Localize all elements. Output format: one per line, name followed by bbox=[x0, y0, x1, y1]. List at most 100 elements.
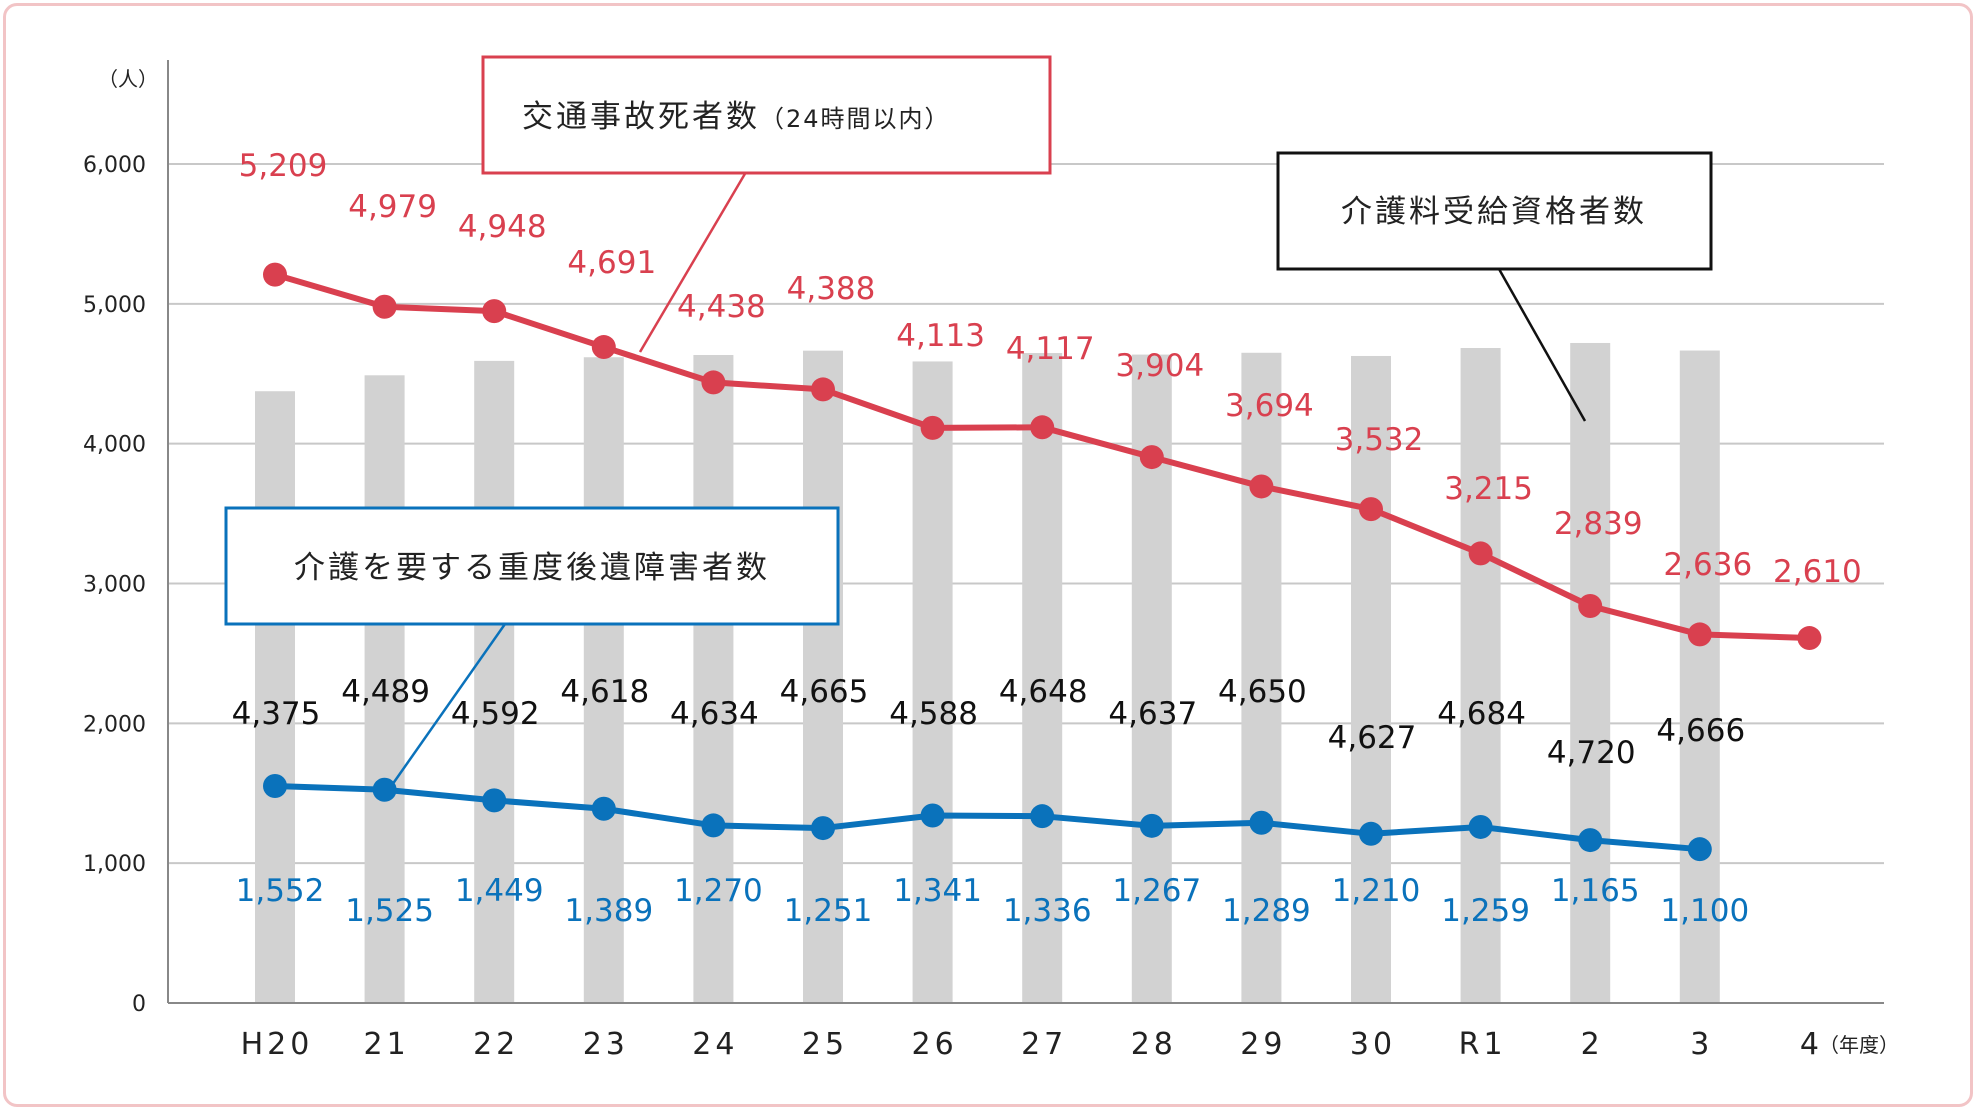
axis-layer bbox=[167, 60, 1884, 1004]
care-callout-title: 介護を要する重度後遺障害者数 bbox=[294, 550, 770, 586]
deaths-point bbox=[920, 415, 945, 440]
y-tick-label: 2,000 bbox=[83, 712, 146, 737]
care-value-label: 1,270 bbox=[674, 873, 763, 909]
deaths-point bbox=[1030, 415, 1055, 440]
deaths-value-label: 4,979 bbox=[348, 189, 437, 225]
deaths-value-label: 2,839 bbox=[1554, 506, 1643, 542]
care-callout: 介護を要する重度後遺障害者数 bbox=[224, 506, 840, 626]
xtick-layer: H20 21 22 23 24 25 26 27 28 29 30 R1 2 3 4 bbox=[241, 1027, 1823, 1062]
care-value-label: 1,165 bbox=[1551, 873, 1640, 909]
bar bbox=[583, 357, 624, 1004]
care-point bbox=[591, 796, 616, 821]
bar-value-label: 4,618 bbox=[560, 674, 649, 710]
x-tick-label: 29 bbox=[1240, 1027, 1286, 1062]
label-layer: 4,375 4,489 4,592 4,618 4,634 4,665 4,588 4,648… bbox=[232, 148, 1862, 929]
deaths-point bbox=[591, 335, 616, 360]
line-layer bbox=[263, 262, 1822, 862]
deaths-callout-title: 交通事故死者数 bbox=[522, 99, 760, 135]
deaths-value-label: 3,215 bbox=[1444, 471, 1533, 507]
care-point bbox=[1359, 821, 1383, 846]
care-value-label: 1,552 bbox=[236, 873, 325, 909]
deaths-callout-subtitle: （24時間以内） bbox=[760, 105, 951, 133]
y-unit-label: （人） bbox=[98, 67, 158, 91]
y-tick-label: 3,000 bbox=[83, 573, 146, 598]
care-value-label: 1,525 bbox=[345, 893, 434, 929]
bar bbox=[1241, 352, 1282, 1003]
x-tick-label: 22 bbox=[473, 1027, 519, 1062]
bar-value-label: 4,648 bbox=[999, 674, 1088, 710]
bar bbox=[1570, 342, 1611, 1003]
bar-value-label: 4,634 bbox=[670, 696, 759, 732]
care-value-label: 1,100 bbox=[1660, 893, 1749, 929]
deaths-callout: 交通事故死者数（24時間以内） bbox=[481, 55, 1052, 175]
care-callout-leader bbox=[390, 623, 507, 786]
care-value-label: 1,389 bbox=[564, 893, 653, 929]
care-point bbox=[1139, 813, 1164, 838]
x-tick-label: 21 bbox=[364, 1027, 410, 1062]
x-tick-label: 3 bbox=[1690, 1027, 1713, 1062]
bar bbox=[803, 350, 843, 1003]
bar bbox=[1679, 350, 1720, 1003]
care-point bbox=[920, 803, 945, 828]
care-point bbox=[1468, 814, 1493, 839]
deaths-value-label: 4,691 bbox=[567, 245, 656, 281]
deaths-value-label: 4,948 bbox=[458, 209, 547, 245]
deaths-point bbox=[372, 294, 397, 319]
y-tick-label: 0 bbox=[132, 992, 146, 1017]
deaths-value-label: 2,636 bbox=[1663, 547, 1752, 583]
bar bbox=[364, 375, 405, 1003]
deaths-point bbox=[701, 370, 726, 395]
deaths-callout-leader bbox=[638, 171, 748, 353]
deaths-point bbox=[1578, 594, 1603, 619]
care-line bbox=[274, 782, 1701, 853]
bar-value-label: 4,375 bbox=[232, 696, 321, 732]
x-tick-label: 25 bbox=[802, 1027, 848, 1062]
deaths-point bbox=[1249, 474, 1274, 499]
care-point bbox=[701, 813, 726, 838]
care-point bbox=[811, 816, 835, 841]
deaths-point bbox=[1687, 622, 1712, 647]
care-value-label: 1,259 bbox=[1441, 893, 1530, 929]
y-tick-label: 6,000 bbox=[83, 153, 146, 178]
bar bbox=[255, 391, 295, 1004]
care-point bbox=[1578, 828, 1603, 853]
care-callout-box bbox=[224, 506, 840, 626]
x-tick-label: 30 bbox=[1350, 1027, 1396, 1062]
svg-text:交通事故死者数（24時間以内）: 交通事故死者数（24時間以内） bbox=[522, 99, 951, 135]
bars-callout-box bbox=[1276, 151, 1713, 271]
bar-value-label: 4,637 bbox=[1108, 696, 1197, 732]
bar bbox=[1460, 348, 1501, 1004]
deaths-point bbox=[1359, 497, 1383, 522]
deaths-value-label: 5,209 bbox=[239, 148, 328, 184]
x-tick-label: 28 bbox=[1131, 1027, 1177, 1062]
care-point bbox=[372, 777, 397, 802]
bars-callout-title: 介護料受給資格者数 bbox=[1341, 194, 1647, 230]
bar bbox=[1022, 353, 1063, 1003]
care-point bbox=[1687, 837, 1712, 862]
x-tick-label: 2 bbox=[1581, 1027, 1604, 1062]
care-value-label: 1,210 bbox=[1332, 873, 1421, 909]
y-tick-label: 5,000 bbox=[83, 293, 146, 318]
x-tick-label: 23 bbox=[583, 1027, 629, 1062]
bars-callout: 介護料受給資格者数 bbox=[1276, 151, 1713, 271]
ytick-layer: 0 1,000 2,000 3,000 4,000 5,000 6,000 bbox=[83, 153, 146, 1017]
x-tick-label: 4 bbox=[1800, 1027, 1823, 1062]
y-tick-label: 1,000 bbox=[83, 852, 146, 877]
deaths-point bbox=[1797, 626, 1822, 651]
deaths-point bbox=[482, 299, 507, 324]
bar-value-label: 4,489 bbox=[341, 674, 430, 710]
care-value-label: 1,267 bbox=[1112, 873, 1201, 909]
bar bbox=[912, 361, 953, 1003]
care-value-label: 1,289 bbox=[1222, 893, 1311, 929]
deaths-value-label: 4,113 bbox=[896, 318, 985, 354]
bar bbox=[693, 355, 734, 1003]
care-value-label: 1,341 bbox=[893, 873, 982, 909]
care-value-label: 1,251 bbox=[784, 893, 873, 929]
care-point bbox=[263, 773, 287, 798]
deaths-point bbox=[263, 262, 287, 287]
x-unit-label: （年度） bbox=[1819, 1033, 1899, 1057]
care-point bbox=[482, 788, 507, 813]
deaths-callout-box bbox=[481, 55, 1052, 175]
deaths-value-label: 4,117 bbox=[1006, 331, 1095, 367]
